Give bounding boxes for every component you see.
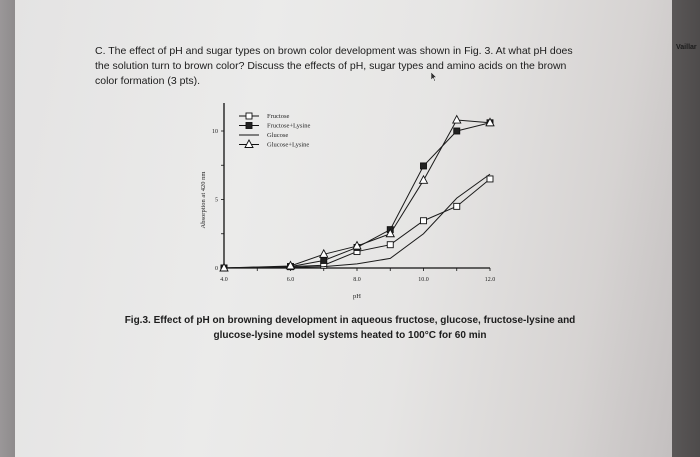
legend-item: Glucose bbox=[239, 132, 288, 139]
legend-label: Fructose+Lysine bbox=[267, 123, 310, 130]
question-line-2: the solution turn to brown color? Discus… bbox=[95, 60, 567, 72]
caption-line-2: glucose-lysine model systems heated to 1… bbox=[213, 330, 487, 341]
open-triangle-marker bbox=[318, 248, 329, 258]
legend-item: Glucose+Lysine bbox=[239, 139, 309, 149]
open-triangle-marker bbox=[385, 228, 395, 238]
legend-item: Fructose bbox=[239, 112, 290, 120]
open-triangle-marker bbox=[352, 240, 362, 250]
open-triangle-marker bbox=[244, 139, 254, 148]
legend-label: Glucose bbox=[267, 132, 288, 139]
open-triangle-marker bbox=[485, 117, 495, 127]
caption-line-1: Fig.3. Effect of pH on browning developm… bbox=[124, 315, 576, 326]
x-axis-title: pH bbox=[353, 293, 361, 300]
y-tick-label: 0 bbox=[215, 266, 218, 272]
side-tab-label: Vaillar bbox=[676, 44, 697, 51]
question-text: C. The effect of pH and sugar types on b… bbox=[95, 44, 625, 89]
series-fructose bbox=[220, 175, 494, 272]
legend-item: Fructose+Lysine bbox=[239, 122, 310, 130]
side-panel bbox=[672, 0, 700, 457]
open-square-marker bbox=[245, 112, 253, 120]
open-square-marker bbox=[486, 175, 494, 183]
chart-legend: Fructose Fructose+Lysine Glucose Glucose+Ly… bbox=[239, 112, 310, 149]
question-line-1: C. The effect of pH and sugar types on b… bbox=[95, 45, 573, 57]
series-glucose bbox=[223, 173, 491, 269]
x-tick-label: 6.0 bbox=[287, 277, 295, 283]
x-tick-label: 12.0 bbox=[485, 277, 496, 283]
open-triangle-marker bbox=[219, 262, 229, 272]
open-square-marker bbox=[453, 202, 461, 210]
series-line bbox=[223, 173, 491, 269]
figure-caption: Fig.3. Effect of pH on browning developm… bbox=[110, 313, 590, 343]
chart-axes: 0 5 10 4.0 6.0 8.0 10.0 12.0 bbox=[212, 103, 495, 283]
legend-label: Glucose+Lysine bbox=[267, 142, 309, 149]
filled-square-marker bbox=[245, 122, 253, 129]
open-triangle-marker bbox=[285, 260, 296, 270]
x-tick-label: 8.0 bbox=[353, 277, 361, 283]
series-glucose-lysine bbox=[219, 114, 495, 272]
chart-series bbox=[219, 114, 495, 272]
open-square-marker bbox=[386, 241, 394, 249]
series-line bbox=[223, 119, 491, 269]
document-page bbox=[15, 0, 675, 457]
background-edge-left bbox=[0, 0, 18, 457]
filled-square-marker bbox=[453, 127, 461, 135]
y-axis-title: Absorption at 420 nm bbox=[200, 172, 207, 229]
question-line-3: color formation (3 pts). bbox=[95, 75, 201, 87]
filled-square-marker bbox=[320, 257, 328, 264]
legend-label: Fructose bbox=[267, 113, 290, 120]
open-triangle-marker bbox=[452, 114, 462, 124]
y-tick-label: 10 bbox=[212, 129, 218, 135]
x-tick-label: 10.0 bbox=[418, 277, 429, 283]
series-line bbox=[223, 122, 491, 269]
y-tick-label: 5 bbox=[215, 198, 218, 204]
open-triangle-marker bbox=[418, 174, 429, 184]
series-line bbox=[223, 178, 491, 269]
filled-square-marker bbox=[420, 162, 427, 170]
open-square-marker bbox=[420, 217, 427, 225]
mouse-cursor-icon bbox=[431, 72, 437, 82]
x-tick-label: 4.0 bbox=[220, 277, 228, 283]
